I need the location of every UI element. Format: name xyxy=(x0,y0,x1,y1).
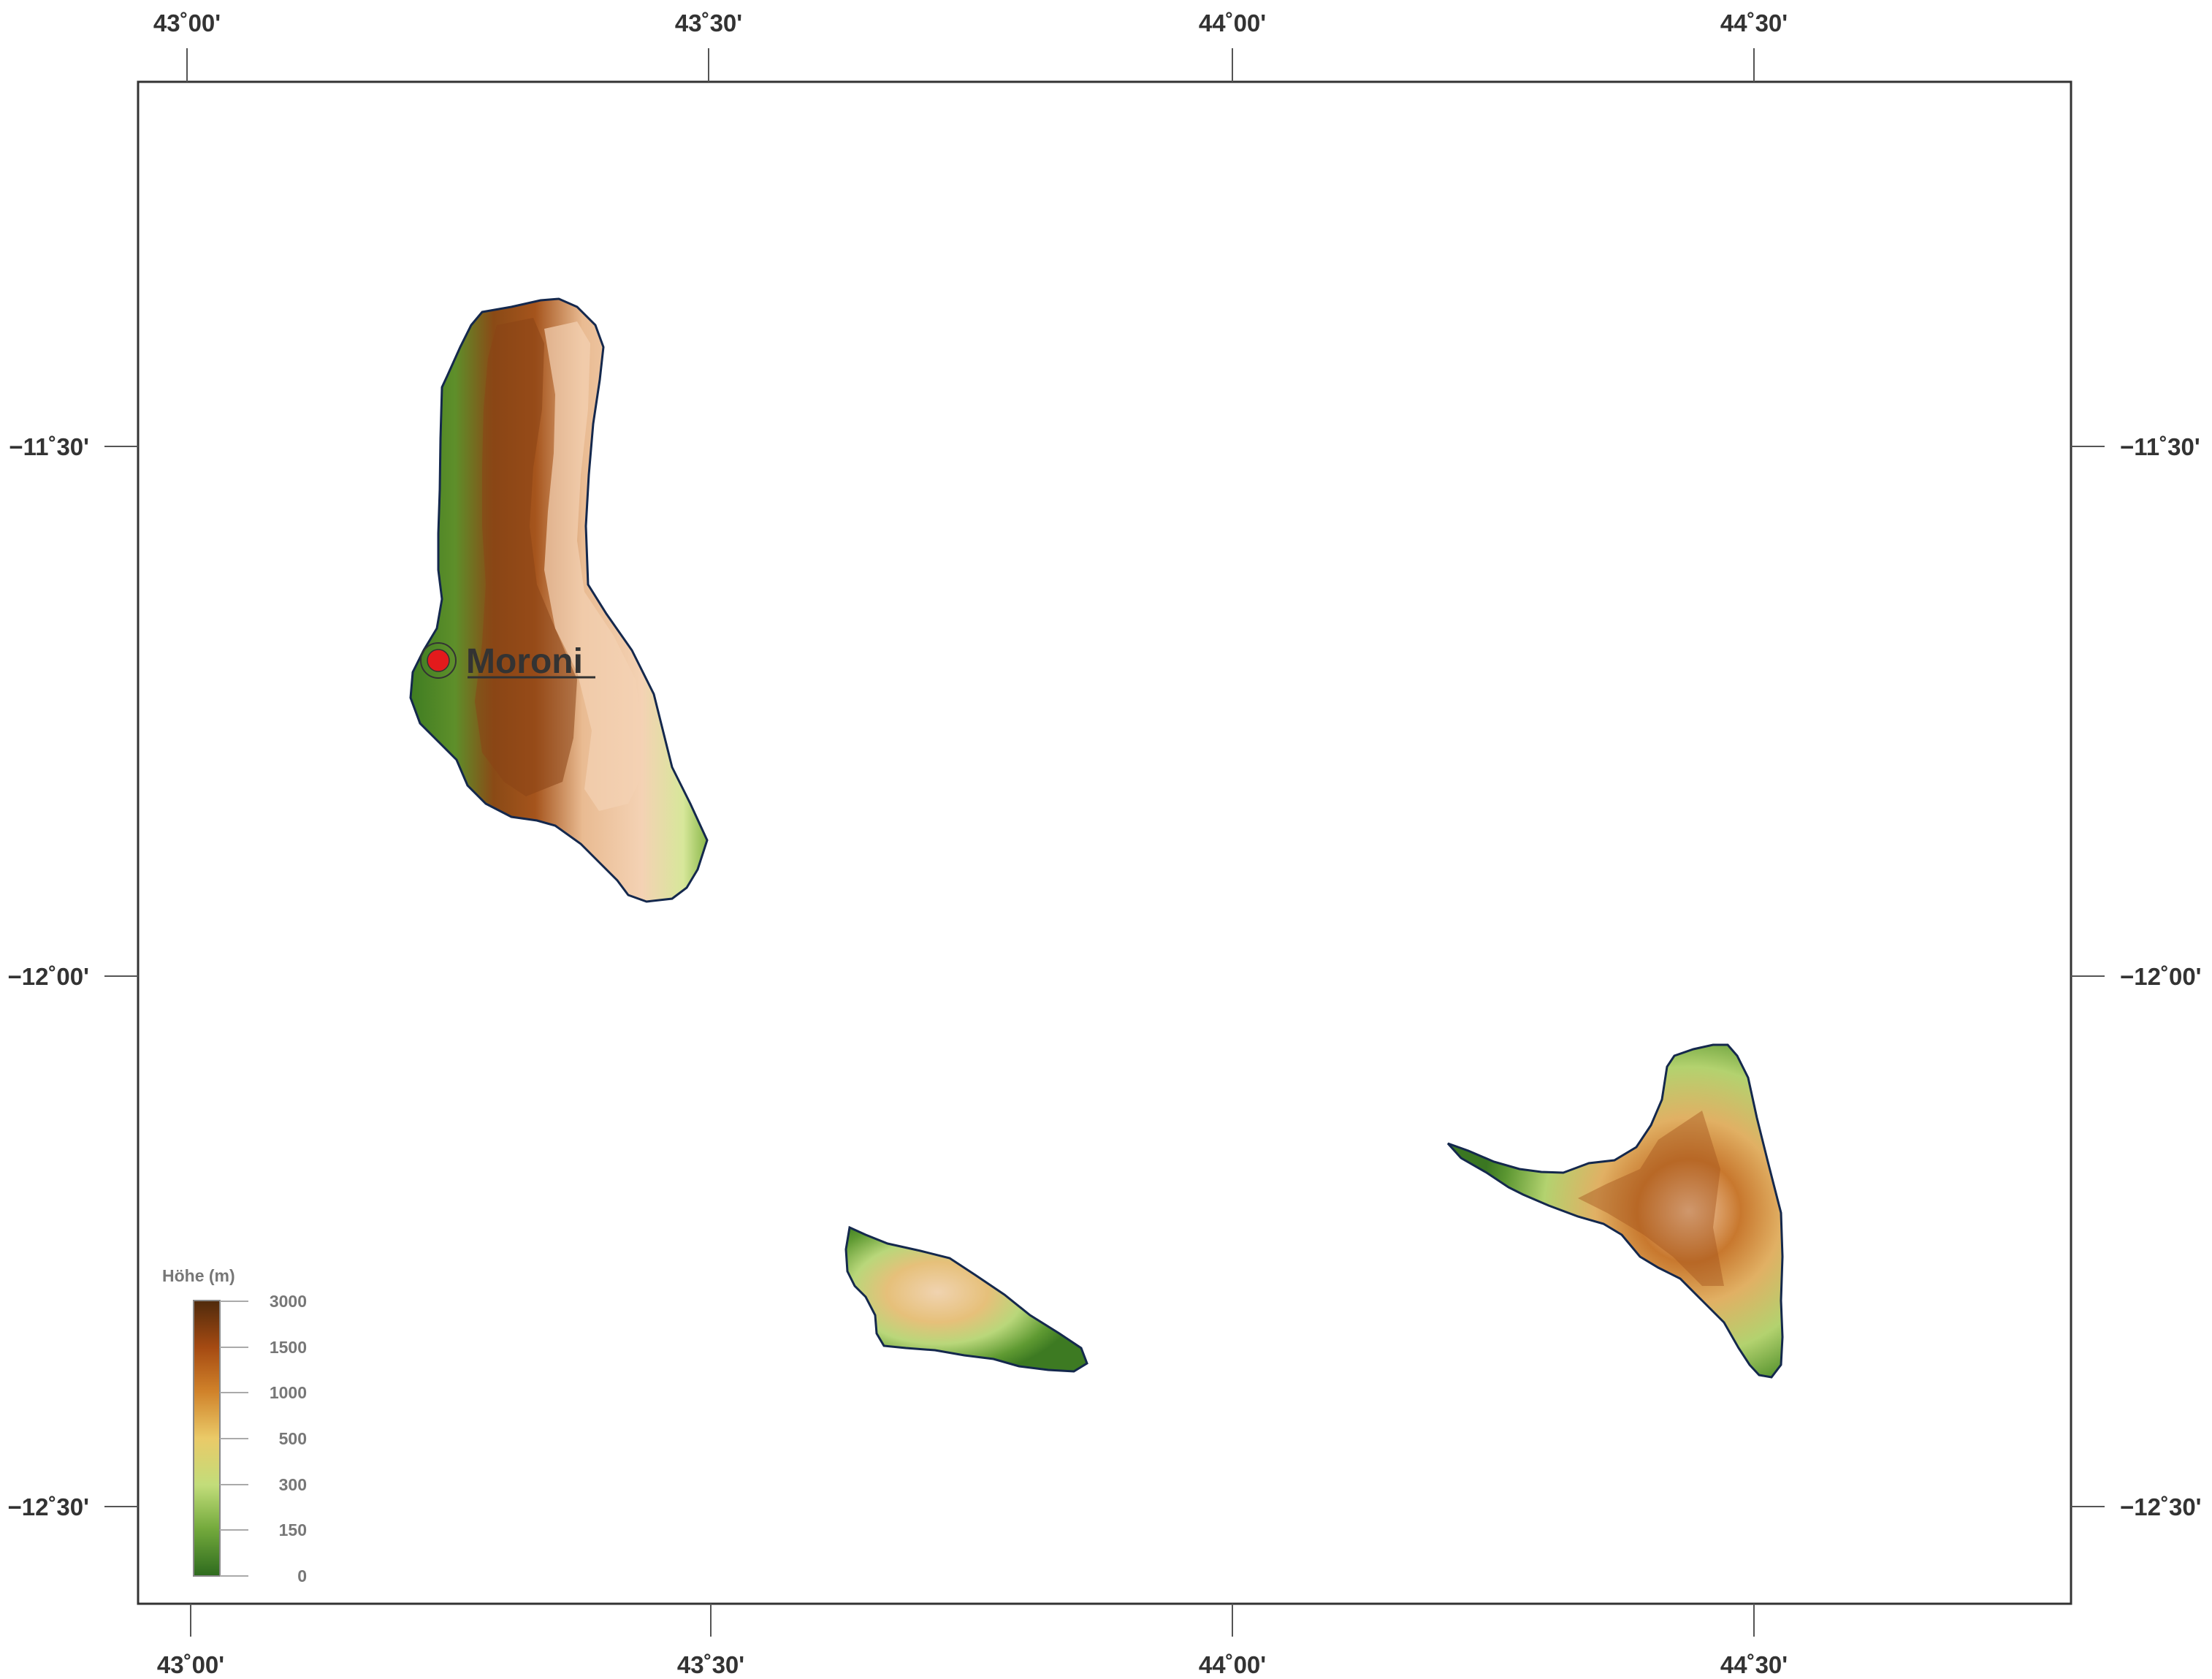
lon-tick-label-top: 43˚00' xyxy=(153,9,221,37)
legend-tick-label: 1000 xyxy=(270,1383,307,1402)
legend-tick-label: 500 xyxy=(279,1429,307,1448)
lat-tick-label-left: −12˚00' xyxy=(7,963,89,990)
lon-tick-label-top: 44˚30' xyxy=(1720,9,1788,37)
map-frame xyxy=(137,80,2072,1605)
city-marker-ring xyxy=(420,642,457,679)
legend-tick-label: 300 xyxy=(279,1475,307,1494)
legend-tick-label: 150 xyxy=(279,1520,307,1539)
lat-ticks-left: −11˚30' −12˚00' −12˚30' xyxy=(7,433,138,1520)
island-moheli xyxy=(844,1225,1088,1373)
lat-tick-label-left: −12˚30' xyxy=(7,1493,89,1520)
legend-tick-label: 3000 xyxy=(270,1292,307,1311)
city-marker-dot xyxy=(427,649,450,672)
legend-colorbar xyxy=(193,1300,221,1577)
lon-tick-label-top: 44˚00' xyxy=(1199,9,1266,37)
lon-tick-label-top: 43˚30' xyxy=(675,9,742,37)
city-label: Moroni xyxy=(466,642,583,681)
lat-ticks-right: −11˚30' −12˚00' −12˚30' xyxy=(2071,433,2202,1520)
grande-comore-ridge xyxy=(544,321,643,811)
lon-ticks-bottom: 43˚00' 43˚30' 44˚00' 44˚30' xyxy=(157,1604,1788,1678)
lat-tick-label-right: −12˚30' xyxy=(2120,1493,2202,1520)
city-marker-moroni[interactable]: Moroni xyxy=(420,642,595,681)
lon-tick-label-bottom: 43˚30' xyxy=(677,1651,744,1678)
legend-title: Höhe (m) xyxy=(162,1266,235,1285)
lon-tick-label-bottom: 44˚30' xyxy=(1720,1651,1788,1678)
lon-ticks-top: 43˚00' 43˚30' 44˚00' 44˚30' xyxy=(153,9,1788,82)
lon-tick-label-bottom: 44˚00' xyxy=(1199,1651,1266,1678)
legend-tick-label: 0 xyxy=(297,1566,307,1585)
island-anjouan xyxy=(1446,1043,1784,1379)
lat-tick-label-right: −12˚00' xyxy=(2120,963,2202,990)
anjouan-highland xyxy=(1578,1111,1724,1286)
lat-tick-label-left: −11˚30' xyxy=(9,433,89,460)
legend-tick-label: 1500 xyxy=(270,1338,307,1357)
lon-tick-label-bottom: 43˚00' xyxy=(157,1651,224,1678)
elevation-legend: Höhe (m) 3000 1500 1000 500 300 150 0 xyxy=(162,1266,307,1585)
lat-tick-label-right: −11˚30' xyxy=(2120,433,2200,460)
